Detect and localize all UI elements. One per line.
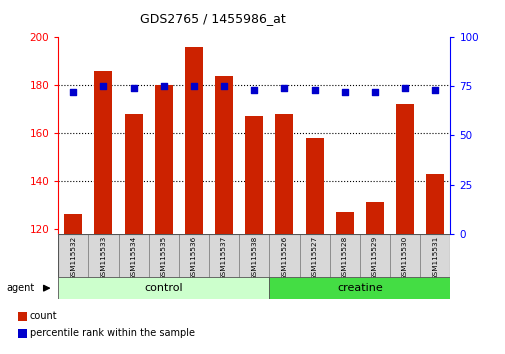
Point bbox=[400, 85, 409, 91]
Bar bbox=[245, 116, 263, 234]
Bar bbox=[58, 277, 269, 299]
Text: percentile rank within the sample: percentile rank within the sample bbox=[30, 329, 194, 338]
Bar bbox=[215, 75, 233, 234]
Bar bbox=[18, 329, 27, 338]
Text: GSM115534: GSM115534 bbox=[130, 236, 136, 280]
Bar bbox=[425, 174, 443, 234]
Text: control: control bbox=[144, 283, 183, 293]
Bar bbox=[275, 114, 293, 234]
Text: count: count bbox=[30, 312, 58, 321]
Point bbox=[340, 89, 348, 95]
Bar bbox=[239, 234, 269, 278]
Bar bbox=[88, 234, 118, 278]
Text: GSM115529: GSM115529 bbox=[371, 236, 377, 280]
Bar bbox=[118, 234, 148, 278]
Bar bbox=[365, 202, 383, 234]
Bar bbox=[335, 212, 353, 234]
Point bbox=[430, 87, 438, 93]
Bar bbox=[329, 234, 359, 278]
Text: GSM115526: GSM115526 bbox=[281, 236, 287, 280]
Bar bbox=[155, 85, 173, 234]
Point bbox=[189, 84, 197, 89]
Bar bbox=[64, 215, 82, 234]
Point bbox=[280, 85, 288, 91]
Point bbox=[310, 87, 318, 93]
Text: GSM115537: GSM115537 bbox=[221, 236, 227, 280]
Text: GSM115528: GSM115528 bbox=[341, 236, 347, 280]
Bar bbox=[269, 277, 449, 299]
Bar bbox=[209, 234, 239, 278]
Text: GSM115527: GSM115527 bbox=[311, 236, 317, 280]
Text: creatine: creatine bbox=[336, 283, 382, 293]
Bar bbox=[359, 234, 389, 278]
Text: GSM115538: GSM115538 bbox=[251, 236, 257, 280]
Bar bbox=[419, 234, 449, 278]
Bar bbox=[58, 234, 88, 278]
Bar bbox=[395, 104, 413, 234]
Bar bbox=[178, 234, 209, 278]
Bar bbox=[184, 47, 203, 234]
Bar bbox=[269, 234, 299, 278]
Bar bbox=[299, 234, 329, 278]
Text: GSM115532: GSM115532 bbox=[70, 236, 76, 280]
Text: GSM115530: GSM115530 bbox=[401, 236, 408, 280]
Bar bbox=[94, 71, 112, 234]
Text: GSM115536: GSM115536 bbox=[190, 236, 196, 280]
Text: agent: agent bbox=[6, 283, 34, 293]
Text: GSM115531: GSM115531 bbox=[431, 236, 437, 280]
Text: GSM115533: GSM115533 bbox=[100, 236, 106, 280]
Bar bbox=[148, 234, 178, 278]
Bar bbox=[389, 234, 419, 278]
Point bbox=[99, 84, 107, 89]
Point bbox=[69, 89, 77, 95]
Point bbox=[160, 84, 168, 89]
Text: GSM115535: GSM115535 bbox=[161, 236, 167, 280]
Bar bbox=[124, 114, 142, 234]
Point bbox=[370, 89, 378, 95]
Bar bbox=[18, 312, 27, 321]
Bar bbox=[305, 138, 323, 234]
Text: GDS2765 / 1455986_at: GDS2765 / 1455986_at bbox=[139, 12, 285, 25]
Point bbox=[250, 87, 258, 93]
Point bbox=[220, 84, 228, 89]
Point bbox=[129, 85, 137, 91]
